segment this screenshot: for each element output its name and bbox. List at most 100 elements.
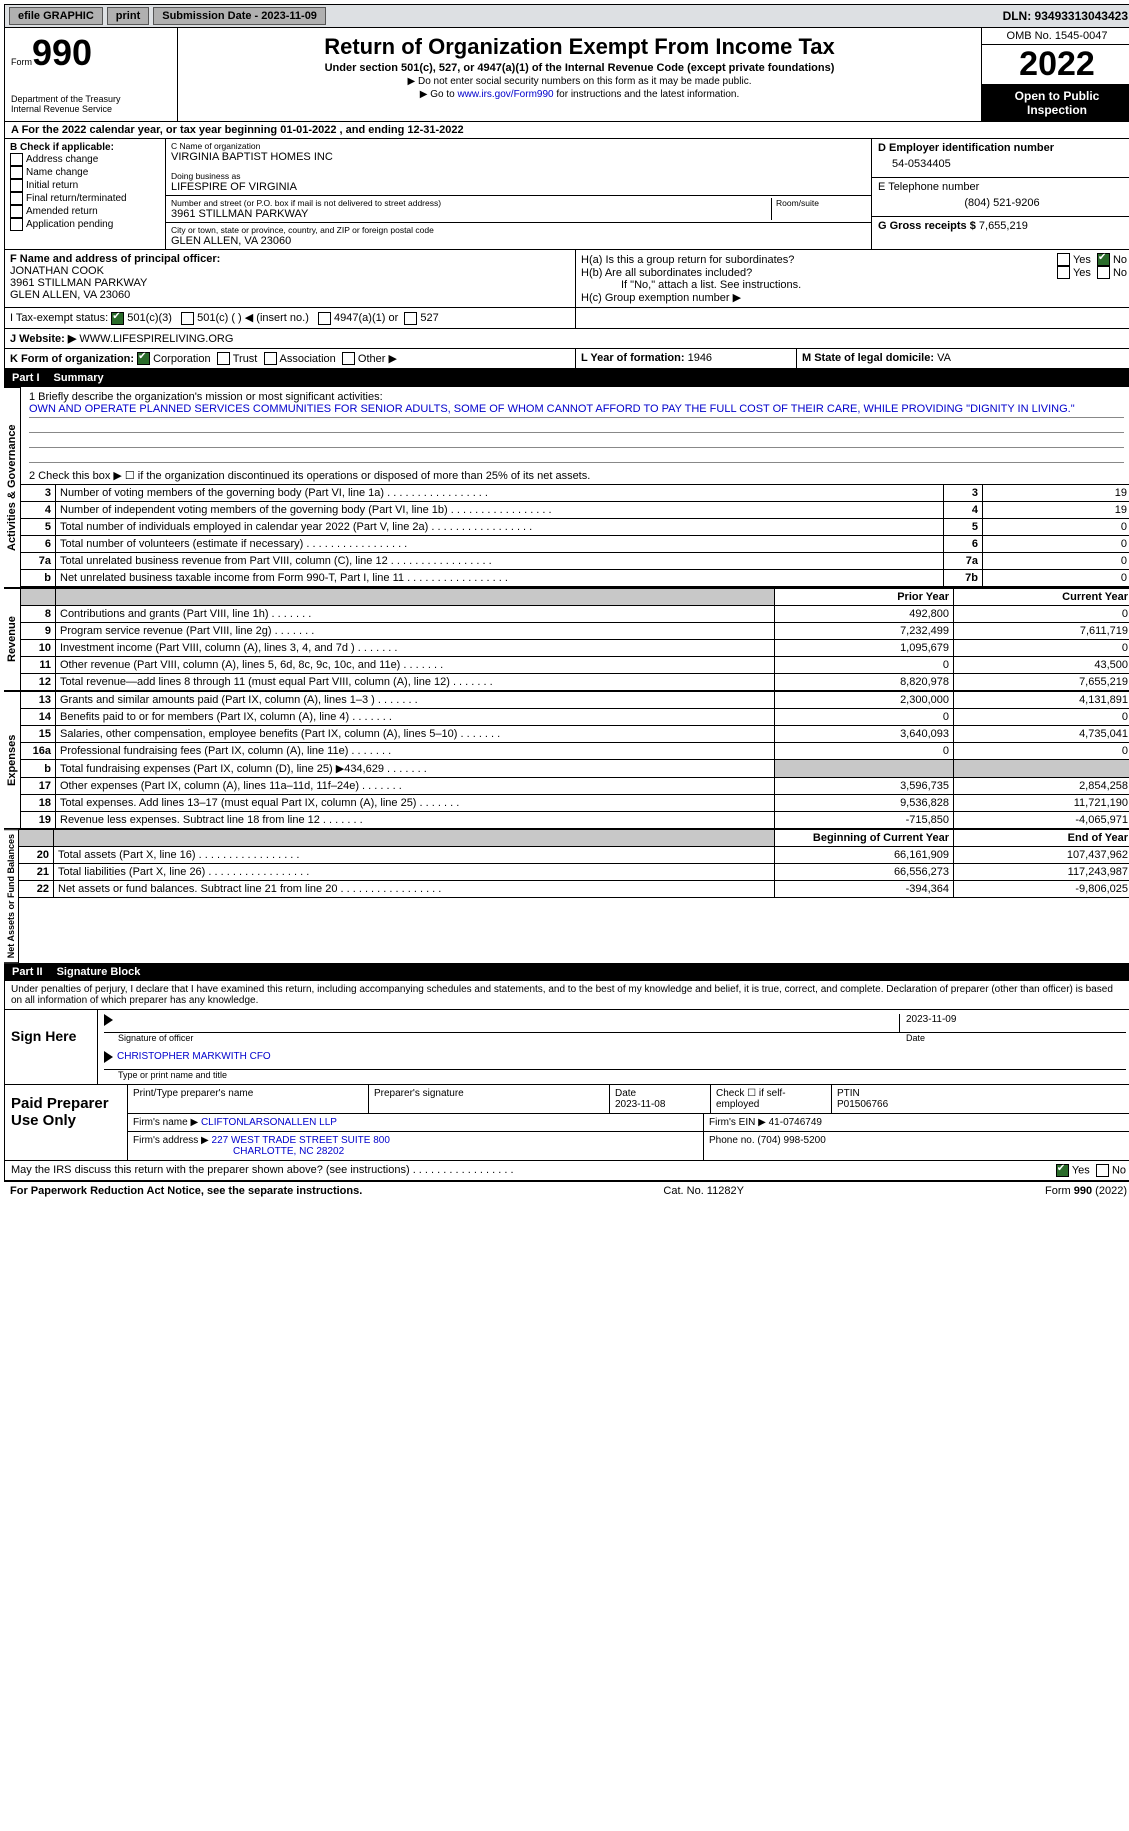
officer-addr2: GLEN ALLEN, VA 23060	[10, 289, 570, 301]
perjury-declaration: Under penalties of perjury, I declare th…	[4, 981, 1129, 1010]
h-a-label: H(a) Is this a group return for subordin…	[581, 254, 1057, 266]
chk-assoc[interactable]	[264, 352, 277, 365]
paid-preparer-block: Paid Preparer Use Only Print/Type prepar…	[4, 1085, 1129, 1161]
row-h-group: H(a) Is this a group return for subordin…	[576, 250, 1129, 307]
side-net-assets: Net Assets or Fund Balances	[4, 829, 19, 963]
h-note: If "No," attach a list. See instructions…	[581, 279, 1127, 291]
row-j-website: J Website: ▶ WWW.LIFESPIRELIVING.ORG	[5, 329, 1129, 348]
col-c-org-info: C Name of organization VIRGINIA BAPTIST …	[166, 139, 871, 249]
website-label: J Website: ▶	[10, 333, 76, 345]
firm-addr-label: Firm's address ▶	[133, 1135, 209, 1146]
form-number: 990	[32, 32, 92, 73]
dba-value: LIFESPIRE OF VIRGINIA	[171, 181, 866, 193]
discuss-yes[interactable]	[1056, 1164, 1069, 1177]
gross-value: 7,655,219	[979, 220, 1028, 232]
row-a-pre: A For the 2022 calendar year, or tax yea…	[11, 124, 280, 136]
chk-trust[interactable]	[217, 352, 230, 365]
ein-label: D Employer identification number	[878, 142, 1126, 154]
room-label: Room/suite	[776, 198, 866, 208]
dba-label: Doing business as	[171, 171, 866, 181]
part1-header: Part I Summary	[4, 369, 1129, 387]
firm-phone-value: (704) 998-5200	[757, 1135, 825, 1146]
officer-name: JONATHAN COOK	[10, 265, 570, 277]
sig-officer-label: Signature of officer	[104, 1033, 906, 1043]
dept-label: Department of the Treasury Internal Reve…	[11, 94, 171, 114]
chk-4947[interactable]	[318, 312, 331, 325]
chk-name-change[interactable]	[10, 166, 23, 179]
state-domicile-value: VA	[937, 352, 951, 364]
dln-label: DLN: 93493313043423	[1003, 9, 1128, 23]
open-inspection-badge: Open to Public Inspection	[982, 85, 1129, 121]
part2-title: Signature Block	[57, 966, 141, 978]
officer-addr1: 3961 STILLMAN PARKWAY	[10, 277, 570, 289]
prep-name-label: Print/Type preparer's name	[128, 1085, 369, 1113]
h-a-yes[interactable]	[1057, 253, 1070, 266]
h-a-no[interactable]	[1097, 253, 1110, 266]
year-formation-value: 1946	[688, 352, 712, 364]
subtitle-1: Under section 501(c), 527, or 4947(a)(1)…	[186, 62, 973, 74]
discuss-label: May the IRS discuss this return with the…	[11, 1164, 514, 1177]
chk-final-return[interactable]	[10, 192, 23, 205]
firm-addr2: CHARLOTTE, NC 28202	[133, 1146, 344, 1157]
table-net-assets: Beginning of Current YearEnd of Year20To…	[19, 829, 1129, 898]
print-button[interactable]: print	[107, 7, 149, 25]
triangle-icon	[104, 1051, 113, 1063]
sign-here-block: Sign Here 2023-11-09 Signature of office…	[4, 1010, 1129, 1085]
sig-date: 2023-11-09	[899, 1014, 1126, 1032]
irs-link[interactable]: www.irs.gov/Form990	[457, 89, 553, 100]
header-right-block: OMB No. 1545-0047 2022 Open to Public In…	[981, 28, 1129, 121]
website-value: WWW.LIFESPIRELIVING.ORG	[79, 333, 233, 345]
prep-header: Paid Preparer Use Only	[5, 1085, 128, 1160]
chk-address-change[interactable]	[10, 153, 23, 166]
form-org-label: K Form of organization:	[10, 353, 134, 365]
chk-amended[interactable]	[10, 205, 23, 218]
col-d-ids: D Employer identification number 54-0534…	[871, 139, 1129, 249]
prep-sig-label: Preparer's signature	[369, 1085, 610, 1113]
col-b-header: B Check if applicable:	[10, 142, 160, 153]
subtitle-3: ▶ Go to www.irs.gov/Form990 for instruct…	[186, 89, 973, 100]
street-value: 3961 STILLMAN PARKWAY	[171, 208, 771, 220]
officer-title-label: Type or print name and title	[104, 1070, 1126, 1080]
officer-label: F Name and address of principal officer:	[10, 253, 570, 265]
side-revenue: Revenue	[4, 588, 21, 691]
chk-app-pending[interactable]	[10, 218, 23, 231]
triangle-icon	[104, 1014, 113, 1026]
table-activities: 3Number of voting members of the governi…	[21, 484, 1129, 587]
tel-label: E Telephone number	[878, 181, 1126, 193]
tax-year: 2022	[982, 45, 1129, 85]
sig-date-label: Date	[906, 1033, 1126, 1043]
h-b-yes[interactable]	[1057, 266, 1070, 279]
chk-initial-return[interactable]	[10, 179, 23, 192]
efile-label: efile GRAPHIC	[9, 7, 103, 25]
chk-corp[interactable]	[137, 352, 150, 365]
state-domicile-label: M State of legal domicile:	[802, 352, 934, 364]
street-label: Number and street (or P.O. box if mail i…	[171, 198, 771, 208]
col-b-checkboxes: B Check if applicable: Address change Na…	[5, 139, 166, 249]
tax-status-label: I Tax-exempt status:	[10, 312, 108, 324]
chk-other[interactable]	[342, 352, 355, 365]
part2-header: Part II Signature Block	[4, 963, 1129, 981]
omb-number: OMB No. 1545-0047	[982, 28, 1129, 45]
form-footer: Form 990 (2022)	[1045, 1185, 1127, 1197]
prep-date-value: 2023-11-08	[615, 1099, 665, 1110]
form-title: Return of Organization Exempt From Incom…	[186, 34, 973, 60]
chk-527[interactable]	[404, 312, 417, 325]
prep-self-emp: Check ☐ if self-employed	[711, 1085, 832, 1113]
tax-year-end: 12-31-2022	[407, 124, 463, 136]
pra-notice: For Paperwork Reduction Act Notice, see …	[10, 1185, 362, 1197]
form-id-block: Form990 Department of the Treasury Inter…	[5, 28, 178, 121]
firm-name-value: CLIFTONLARSONALLEN LLP	[201, 1117, 337, 1128]
firm-addr1: 227 WEST TRADE STREET SUITE 800	[212, 1135, 390, 1146]
top-toolbar: efile GRAPHIC print Submission Date - 20…	[4, 4, 1129, 28]
side-activities: Activities & Governance	[4, 387, 21, 588]
h-b-no[interactable]	[1097, 266, 1110, 279]
footer-row: For Paperwork Reduction Act Notice, see …	[4, 1181, 1129, 1200]
chk-501c3[interactable]	[111, 312, 124, 325]
officer-printed-name: CHRISTOPHER MARKWITH CFO	[117, 1051, 271, 1069]
discuss-no[interactable]	[1096, 1164, 1109, 1177]
firm-name-label: Firm's name ▶	[133, 1117, 198, 1128]
part2-num: Part II	[12, 966, 43, 978]
form-header: Form990 Department of the Treasury Inter…	[4, 28, 1129, 122]
row-i-status: I Tax-exempt status: 501(c)(3) 501(c) ( …	[5, 308, 576, 328]
chk-501c[interactable]	[181, 312, 194, 325]
